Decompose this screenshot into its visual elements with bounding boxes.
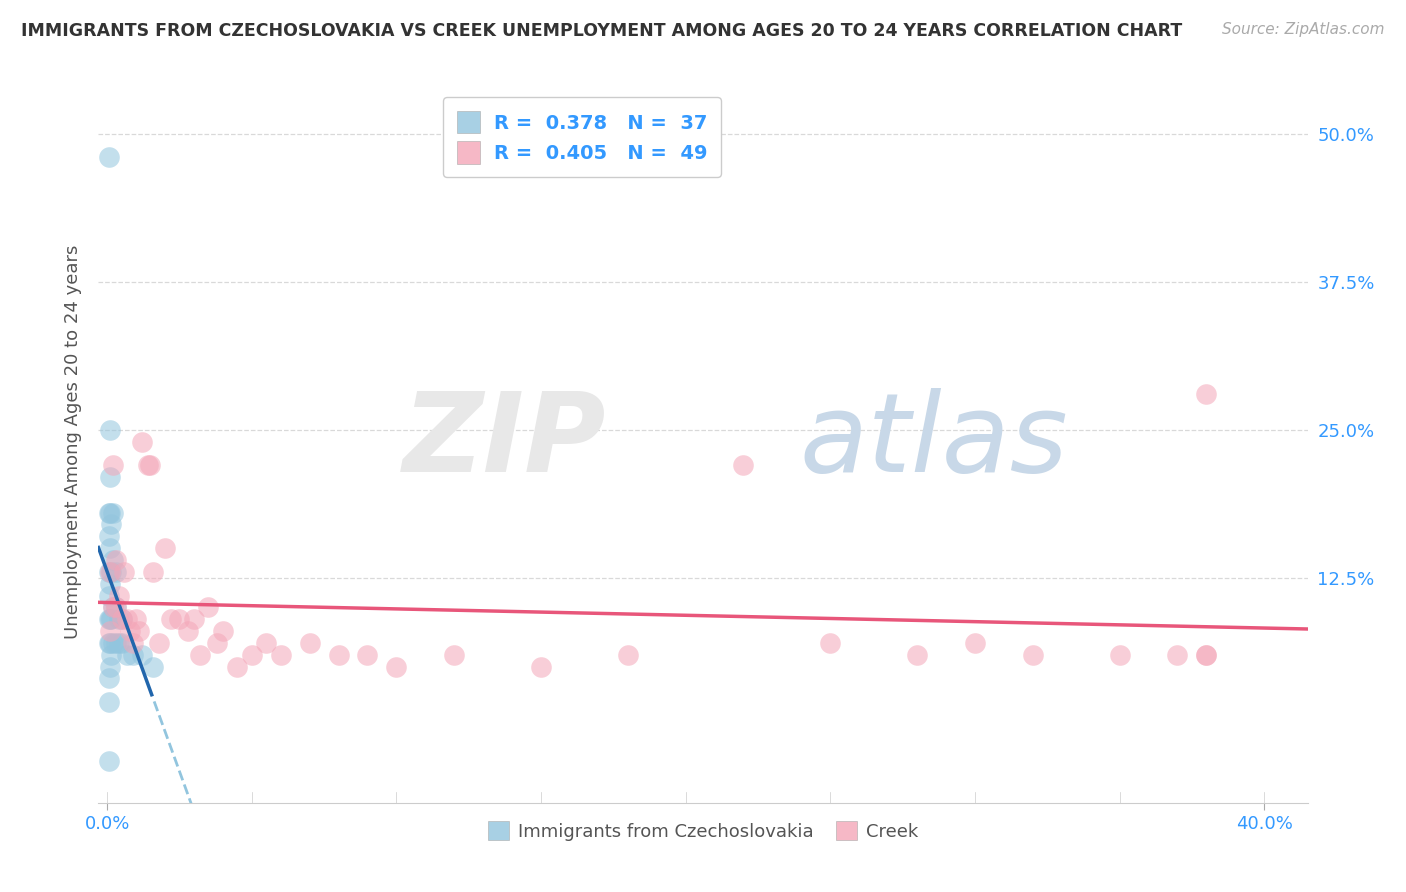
Point bbox=[617, 648, 640, 662]
Point bbox=[169, 612, 191, 626]
Point bbox=[100, 565, 122, 579]
Point bbox=[183, 612, 205, 626]
Point bbox=[385, 659, 408, 673]
Point bbox=[98, 506, 121, 520]
Point bbox=[905, 648, 928, 662]
Point bbox=[101, 458, 124, 473]
Point bbox=[328, 648, 350, 662]
Point bbox=[142, 565, 165, 579]
Point bbox=[107, 636, 129, 650]
Point bbox=[100, 517, 122, 532]
Point bbox=[356, 648, 378, 662]
Point bbox=[159, 612, 181, 626]
Point bbox=[98, 565, 121, 579]
Point bbox=[104, 600, 127, 615]
Point bbox=[98, 624, 121, 638]
Point bbox=[97, 695, 120, 709]
Point bbox=[104, 600, 127, 615]
Point bbox=[1195, 387, 1218, 401]
Point bbox=[110, 612, 132, 626]
Point bbox=[101, 506, 124, 520]
Text: ZIP: ZIP bbox=[402, 388, 606, 495]
Point bbox=[98, 541, 121, 556]
Point bbox=[197, 600, 219, 615]
Point bbox=[820, 636, 842, 650]
Point bbox=[101, 636, 124, 650]
Point bbox=[104, 636, 127, 650]
Point bbox=[101, 600, 124, 615]
Point bbox=[142, 659, 165, 673]
Point bbox=[153, 541, 176, 556]
Point bbox=[120, 624, 142, 638]
Point bbox=[117, 612, 139, 626]
Text: atlas: atlas bbox=[800, 388, 1069, 495]
Y-axis label: Unemployment Among Ages 20 to 24 years: Unemployment Among Ages 20 to 24 years bbox=[63, 244, 82, 639]
Point bbox=[101, 553, 124, 567]
Point bbox=[101, 600, 124, 615]
Point bbox=[107, 612, 129, 626]
Point bbox=[240, 648, 263, 662]
Point bbox=[98, 423, 121, 437]
Point bbox=[226, 659, 249, 673]
Point bbox=[188, 648, 211, 662]
Legend: Immigrants from Czechoslovakia, Creek: Immigrants from Czechoslovakia, Creek bbox=[481, 814, 925, 848]
Point bbox=[125, 612, 148, 626]
Point bbox=[177, 624, 200, 638]
Point bbox=[963, 636, 986, 650]
Point bbox=[97, 506, 120, 520]
Point bbox=[104, 553, 127, 567]
Point bbox=[97, 529, 120, 543]
Point bbox=[97, 612, 120, 626]
Point bbox=[530, 659, 553, 673]
Point bbox=[131, 648, 153, 662]
Point bbox=[443, 648, 465, 662]
Point bbox=[211, 624, 233, 638]
Point bbox=[139, 458, 162, 473]
Point bbox=[104, 565, 127, 579]
Point bbox=[97, 150, 120, 164]
Point bbox=[136, 458, 159, 473]
Point bbox=[97, 589, 120, 603]
Point bbox=[107, 589, 129, 603]
Point bbox=[98, 576, 121, 591]
Point bbox=[128, 624, 150, 638]
Point bbox=[98, 470, 121, 484]
Point bbox=[254, 636, 277, 650]
Point bbox=[97, 672, 120, 686]
Point bbox=[100, 648, 122, 662]
Text: Source: ZipAtlas.com: Source: ZipAtlas.com bbox=[1222, 22, 1385, 37]
Point bbox=[1166, 648, 1188, 662]
Point bbox=[270, 648, 292, 662]
Point bbox=[1022, 648, 1045, 662]
Point bbox=[148, 636, 170, 650]
Point bbox=[122, 636, 145, 650]
Point bbox=[97, 755, 120, 769]
Point bbox=[117, 648, 139, 662]
Point bbox=[98, 612, 121, 626]
Point bbox=[122, 648, 145, 662]
Point bbox=[97, 565, 120, 579]
Point bbox=[100, 612, 122, 626]
Point bbox=[131, 434, 153, 449]
Point bbox=[298, 636, 321, 650]
Point bbox=[97, 636, 120, 650]
Point bbox=[733, 458, 755, 473]
Point bbox=[205, 636, 228, 650]
Point bbox=[1108, 648, 1130, 662]
Point bbox=[98, 636, 121, 650]
Point bbox=[114, 565, 136, 579]
Point bbox=[110, 612, 132, 626]
Point bbox=[110, 636, 132, 650]
Point bbox=[98, 659, 121, 673]
Text: IMMIGRANTS FROM CZECHOSLOVAKIA VS CREEK UNEMPLOYMENT AMONG AGES 20 TO 24 YEARS C: IMMIGRANTS FROM CZECHOSLOVAKIA VS CREEK … bbox=[21, 22, 1182, 40]
Point bbox=[1195, 648, 1218, 662]
Point bbox=[1195, 648, 1218, 662]
